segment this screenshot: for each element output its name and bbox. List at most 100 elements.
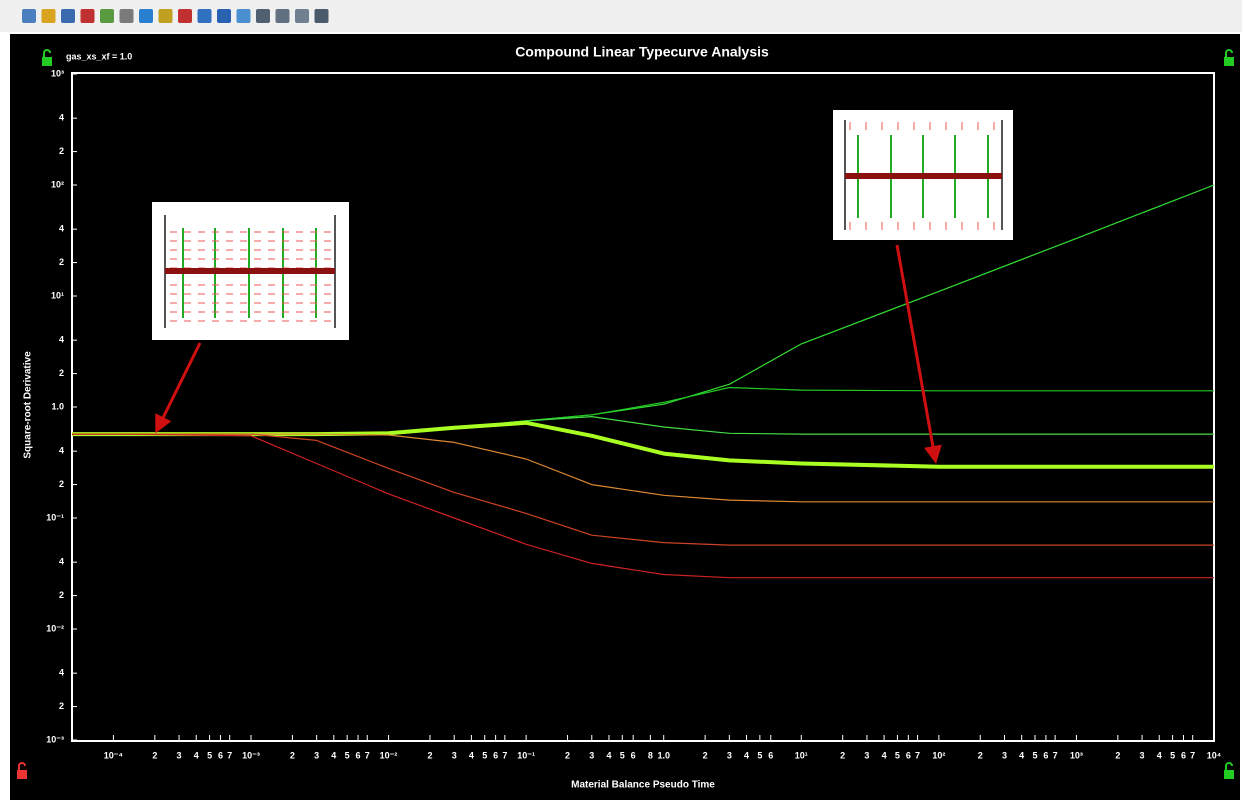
- y-tick-label: 10⁻¹: [46, 512, 64, 522]
- toolbar-button: [158, 9, 173, 23]
- y-tick-label: 2: [59, 257, 64, 267]
- x-tick-label: 3: [452, 750, 457, 760]
- x-tick-label: 10¹: [795, 750, 808, 760]
- x-tick-label: 10⁻²: [380, 750, 398, 760]
- x-tick-label: 7: [1053, 750, 1058, 760]
- x-tick-label: 4: [194, 750, 199, 760]
- y-tick-label: 1.0: [51, 401, 64, 411]
- x-tick-label: 6: [1181, 750, 1186, 760]
- toolbar-button: [41, 9, 56, 23]
- x-tick-label: 6: [631, 750, 636, 760]
- x-tick-label: 10⁻³: [242, 750, 260, 760]
- x-tick-label: 5: [1033, 750, 1038, 760]
- toolbar-button: [139, 9, 153, 23]
- x-tick-label: 2: [703, 750, 708, 760]
- x-tick-label: 5: [482, 750, 487, 760]
- x-tick-label: 3: [1002, 750, 1007, 760]
- x-tick-label: 4: [606, 750, 611, 760]
- toolbar-button: [119, 9, 134, 23]
- x-tick-label: 4: [1019, 750, 1024, 760]
- x-tick-label: 2: [427, 750, 432, 760]
- x-tick-label: 4: [469, 750, 474, 760]
- x-tick-label: 7: [365, 750, 370, 760]
- y-tick-label: 4: [59, 335, 64, 345]
- x-tick-label: 10²: [932, 750, 945, 760]
- y-tick-label: 2: [59, 701, 64, 711]
- typecurve: [72, 433, 1214, 579]
- toolbar-button: [22, 9, 36, 23]
- x-tick-label: 1.0: [657, 750, 670, 760]
- y-tick-label: 4: [59, 557, 64, 567]
- x-tick-label: 7: [1190, 750, 1195, 760]
- typecurve: [72, 433, 1214, 503]
- y-tick-label: 4: [59, 668, 64, 678]
- x-tick-label: 2: [152, 750, 157, 760]
- y-tick-label: 4: [59, 224, 64, 234]
- x-tick-label: 3: [314, 750, 319, 760]
- toolbar-button: [236, 9, 251, 23]
- x-tick-label: 5: [345, 750, 350, 760]
- x-tick-label: 5: [1170, 750, 1175, 760]
- curves: [72, 184, 1215, 579]
- y-tick-label: 10²: [51, 179, 64, 189]
- x-tick-label: 7: [502, 750, 507, 760]
- x-axis-label: Material Balance Pseudo Time: [571, 780, 715, 791]
- axis-ticks: 10⁻⁴ 2 3 4 5 6 7 10⁻³ 2 3 4 5 6 7 10⁻² 2 3 4 5 6 7 10⁻¹ 2 3 4 5 6 8…: [46, 68, 1221, 760]
- x-tick-label: 2: [1115, 750, 1120, 760]
- x-tick-label: 4: [882, 750, 887, 760]
- y-tick-label: 2: [59, 368, 64, 378]
- y-tick-label: 2: [59, 590, 64, 600]
- toolbar-button: [217, 9, 231, 23]
- lock-icons: [17, 49, 1234, 779]
- x-tick-label: 7: [915, 750, 920, 760]
- y-tick-label: 10⁻³: [46, 734, 64, 744]
- toolbar-icons: [22, 9, 329, 23]
- y-tick-label: 10¹: [51, 290, 64, 300]
- x-tick-label: 4: [744, 750, 749, 760]
- y-tick-label: 2: [59, 479, 64, 489]
- chart-background: [10, 34, 1240, 800]
- chart-title: Compound Linear Typecurve Analysis: [515, 44, 769, 60]
- x-tick-label: 10⁴: [1207, 750, 1221, 760]
- toolbar-button: [295, 9, 309, 23]
- x-tick-label: 7: [227, 750, 232, 760]
- x-tick-label: 5: [895, 750, 900, 760]
- annotation: gas_xs_xf = 1.0: [66, 51, 132, 61]
- toolbar-button: [80, 9, 95, 23]
- y-tick-label: 10⁻²: [46, 623, 64, 633]
- x-tick-label: 3: [727, 750, 732, 760]
- x-tick-label: 5: [620, 750, 625, 760]
- left-inset: [152, 202, 349, 340]
- x-tick-label: 10³: [1070, 750, 1083, 760]
- typecurve: [72, 433, 1214, 546]
- x-tick-label: 2: [565, 750, 570, 760]
- x-tick-label: 10⁻⁴: [104, 750, 123, 760]
- toolbar-button: [197, 9, 212, 23]
- x-tick-label: 6: [906, 750, 911, 760]
- toolbar-button: [275, 9, 290, 23]
- x-tick-label: 4: [331, 750, 336, 760]
- x-tick-label: 3: [177, 750, 182, 760]
- y-tick-label: 2: [59, 146, 64, 156]
- x-tick-label: 2: [978, 750, 983, 760]
- x-tick-label: 10⁻¹: [517, 750, 535, 760]
- x-tick-label: 2: [290, 750, 295, 760]
- x-tick-label: 6: [1043, 750, 1048, 760]
- pointer-arrow: [895, 244, 942, 464]
- x-tick-label: 6: [218, 750, 223, 760]
- toolbar-button: [61, 9, 75, 23]
- toolbar-button: [100, 9, 114, 23]
- y-axis-label: Square-root Derivative: [23, 351, 34, 459]
- x-tick-label: 3: [589, 750, 594, 760]
- x-tick-label: 8: [648, 750, 653, 760]
- toolbar-button: [256, 9, 270, 23]
- x-tick-label: 5: [757, 750, 762, 760]
- toolbar-button: [178, 9, 192, 23]
- pointer-arrow: [155, 342, 202, 434]
- toolbar-button: [314, 9, 329, 23]
- y-tick-label: 4: [59, 113, 64, 123]
- x-tick-label: 3: [864, 750, 869, 760]
- x-tick-label: 3: [1140, 750, 1145, 760]
- x-tick-label: 4: [1157, 750, 1162, 760]
